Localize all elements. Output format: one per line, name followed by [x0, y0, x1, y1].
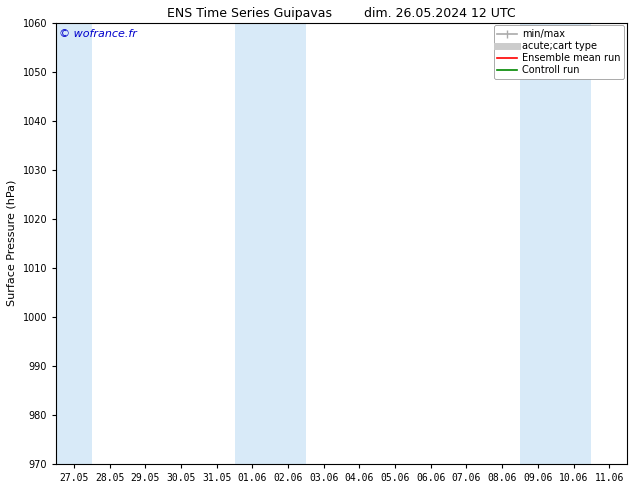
- Title: ENS Time Series Guipavas        dim. 26.05.2024 12 UTC: ENS Time Series Guipavas dim. 26.05.2024…: [167, 7, 516, 20]
- Bar: [235, 23, 306, 464]
- Bar: [520, 23, 592, 464]
- Legend: min/max, acute;cart type, Ensemble mean run, Controll run: min/max, acute;cart type, Ensemble mean …: [493, 25, 624, 79]
- Y-axis label: Surface Pressure (hPa): Surface Pressure (hPa): [7, 180, 17, 306]
- Bar: [56, 23, 92, 464]
- Text: © wofrance.fr: © wofrance.fr: [59, 29, 137, 39]
